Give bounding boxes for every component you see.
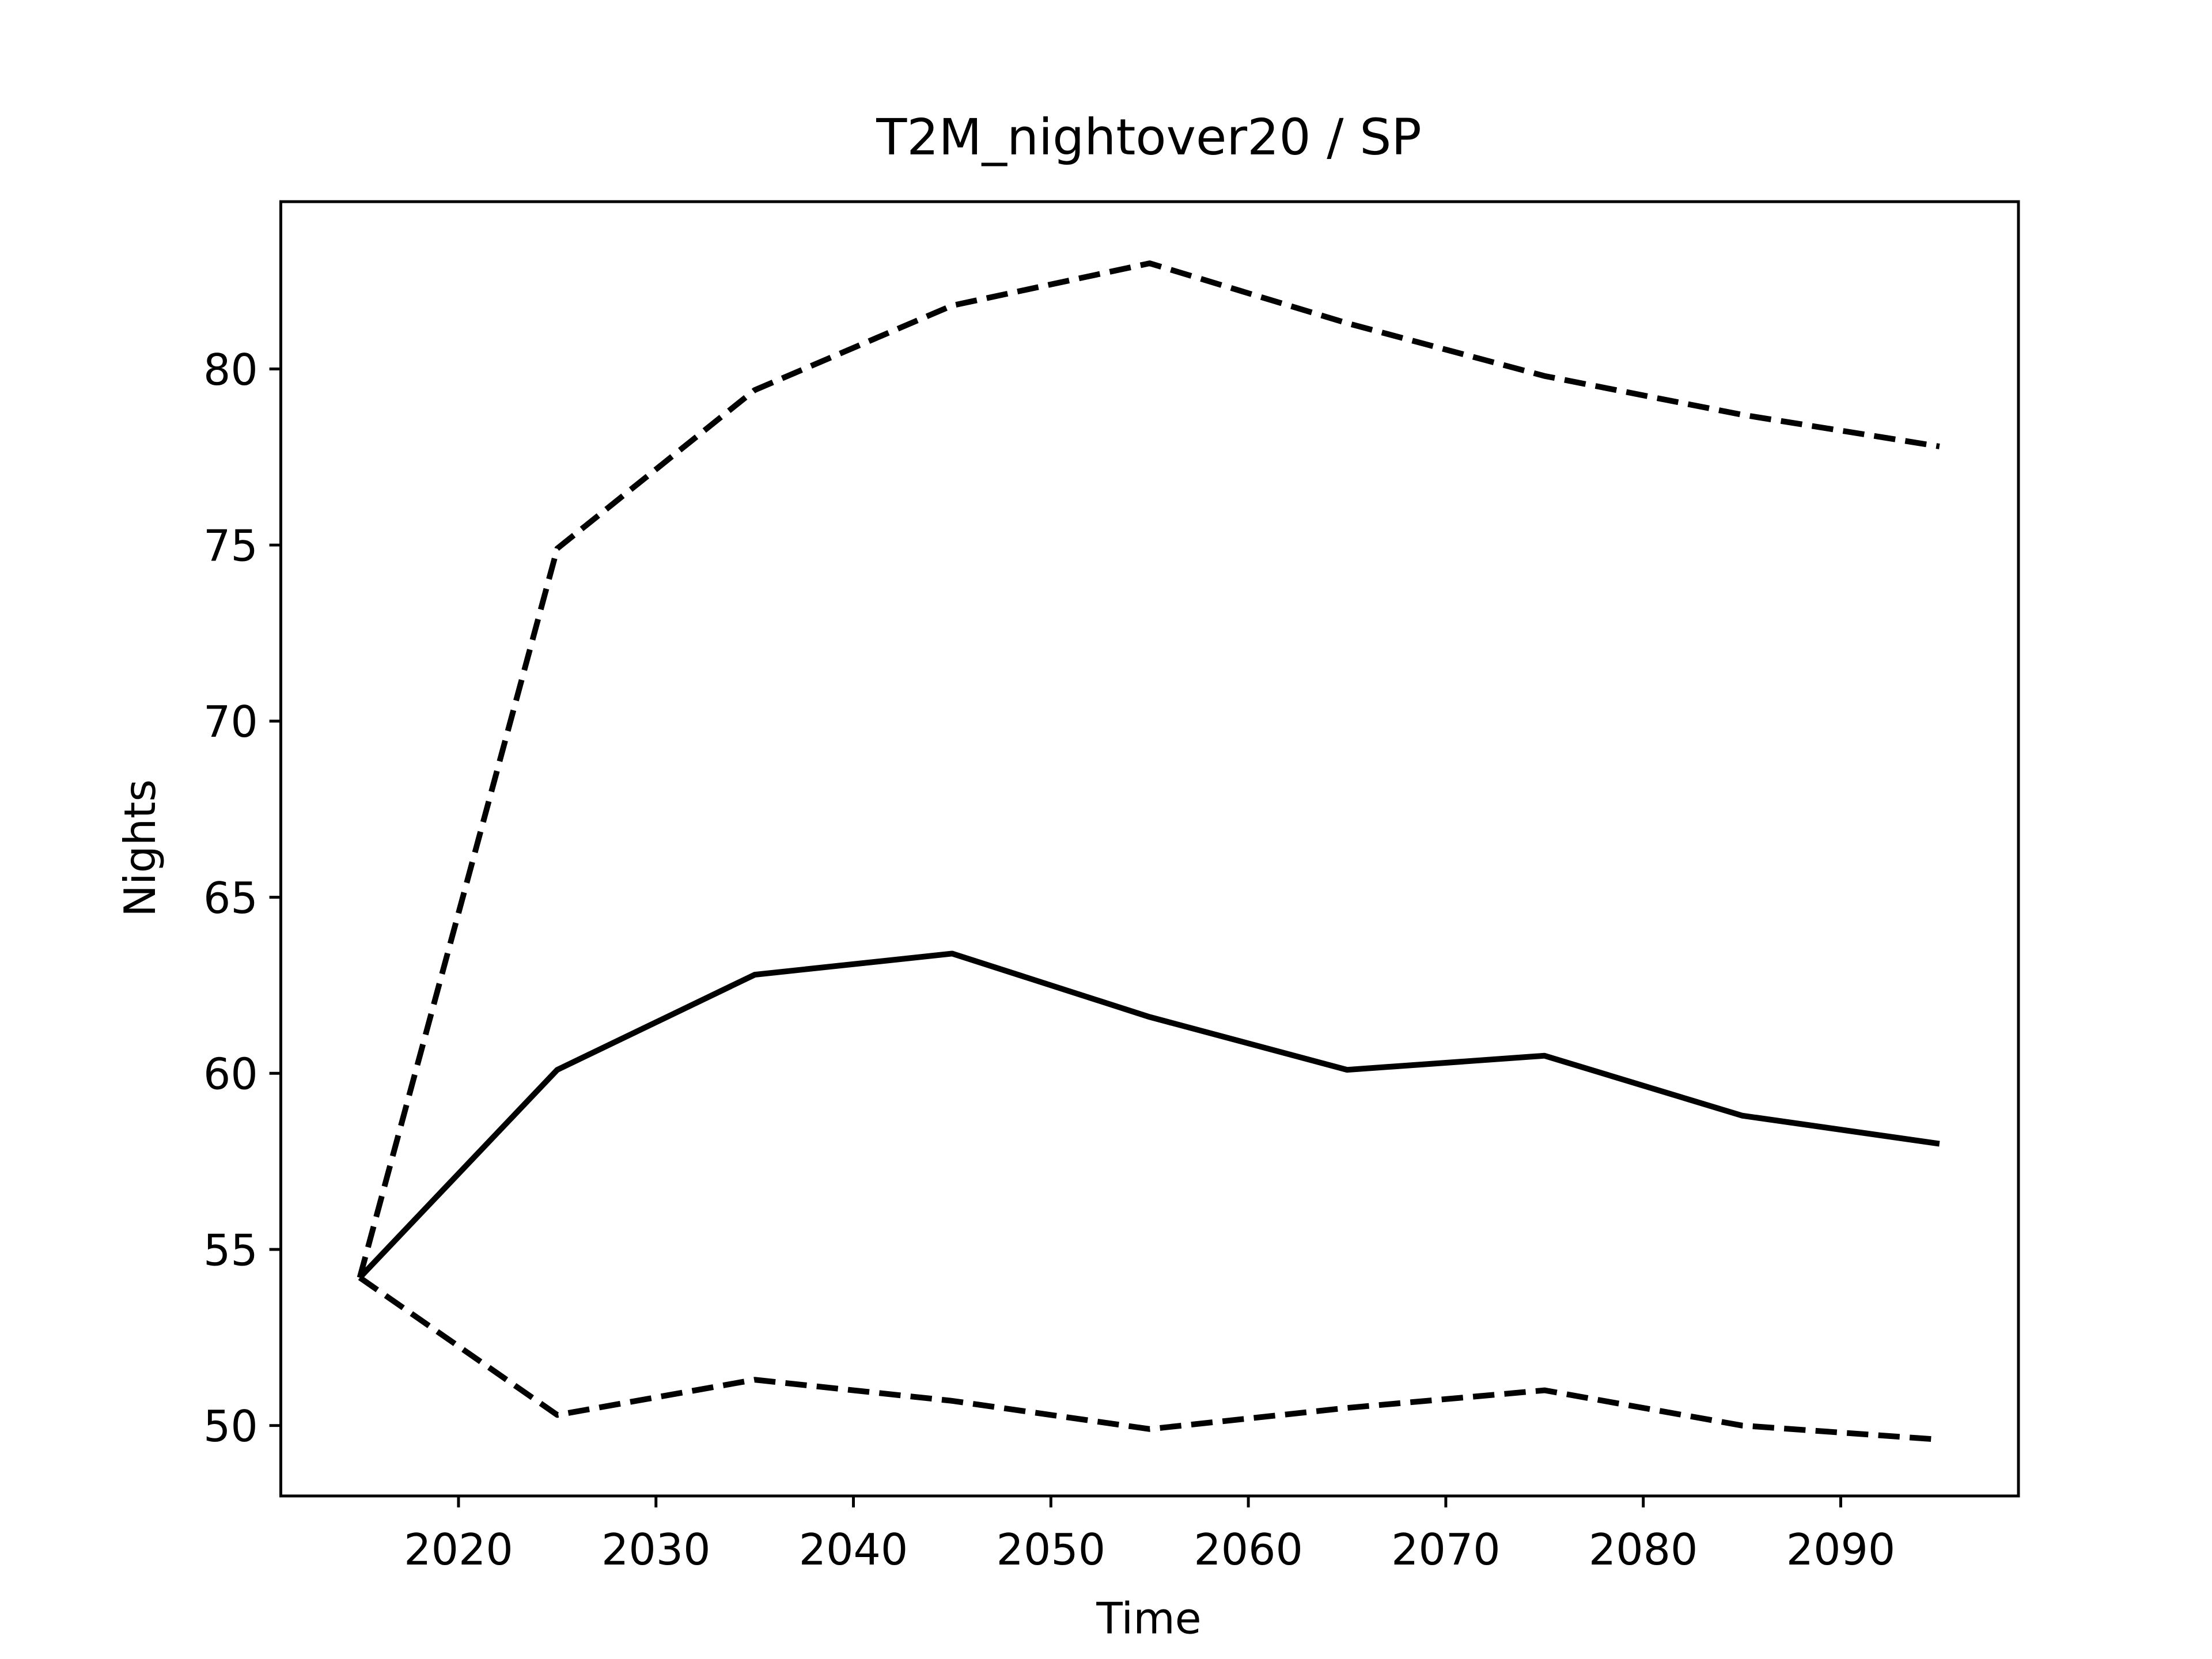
plot-frame — [279, 200, 2020, 1498]
x-tick-label: 2020 — [404, 1525, 513, 1575]
x-tick-label: 2040 — [799, 1525, 908, 1575]
x-tick-label: 2030 — [601, 1525, 711, 1575]
y-tick-label: 55 — [203, 1225, 258, 1275]
y-axis-label: Nights — [115, 779, 165, 917]
data-line — [357, 260, 1940, 1279]
data-line — [357, 950, 1940, 1280]
x-tick-label: 2070 — [1391, 1525, 1501, 1575]
y-tick-label: 50 — [203, 1402, 258, 1452]
y-tick-label: 60 — [203, 1050, 258, 1100]
x-tick-label: 2050 — [997, 1525, 1106, 1575]
y-tick-label: 80 — [203, 345, 258, 395]
y-tick-label: 65 — [203, 873, 258, 923]
data-line — [358, 1275, 1940, 1443]
y-tick-label: 70 — [203, 697, 258, 747]
x-axis-label: Time — [1096, 1593, 1201, 1643]
x-tick-label: 2090 — [1786, 1525, 1896, 1575]
x-tick-label: 2080 — [1589, 1525, 1698, 1575]
x-tick-label: 2060 — [1194, 1525, 1303, 1575]
y-tick-label: 75 — [203, 521, 258, 571]
chart-title: T2M_nightover20 / SP — [876, 108, 1422, 166]
